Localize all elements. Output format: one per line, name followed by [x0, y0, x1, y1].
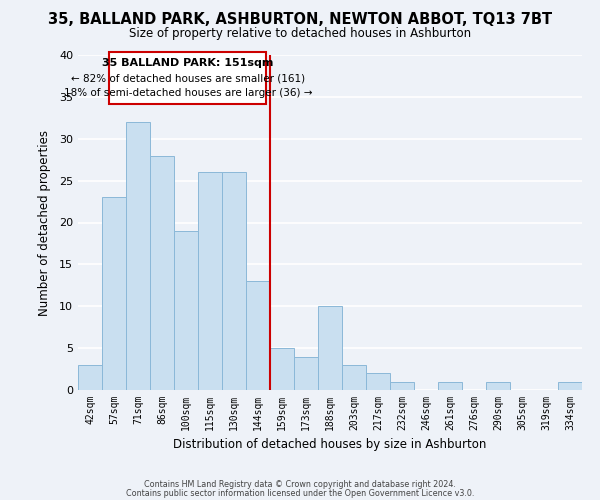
Text: 18% of semi-detached houses are larger (36) →: 18% of semi-detached houses are larger (… [64, 88, 312, 99]
Text: 35, BALLAND PARK, ASHBURTON, NEWTON ABBOT, TQ13 7BT: 35, BALLAND PARK, ASHBURTON, NEWTON ABBO… [48, 12, 552, 28]
Text: Contains HM Land Registry data © Crown copyright and database right 2024.: Contains HM Land Registry data © Crown c… [144, 480, 456, 489]
Bar [342, 365, 366, 390]
Text: Contains public sector information licensed under the Open Government Licence v3: Contains public sector information licen… [126, 489, 474, 498]
Bar [126, 122, 150, 390]
Bar [198, 172, 222, 390]
Y-axis label: Number of detached properties: Number of detached properties [38, 130, 50, 316]
Text: 35 BALLAND PARK: 151sqm: 35 BALLAND PARK: 151sqm [102, 58, 274, 68]
Bar [174, 231, 198, 390]
Bar [318, 306, 342, 390]
Bar [390, 382, 414, 390]
Bar [150, 156, 174, 390]
Bar [486, 382, 510, 390]
Text: Size of property relative to detached houses in Ashburton: Size of property relative to detached ho… [129, 28, 471, 40]
Text: ← 82% of detached houses are smaller (161): ← 82% of detached houses are smaller (16… [71, 74, 305, 84]
X-axis label: Distribution of detached houses by size in Ashburton: Distribution of detached houses by size … [173, 438, 487, 452]
Bar [294, 356, 318, 390]
Bar [558, 382, 582, 390]
Bar [78, 365, 102, 390]
Bar [366, 373, 390, 390]
Bar [438, 382, 462, 390]
Bar [246, 281, 270, 390]
Bar [222, 172, 246, 390]
Bar [270, 348, 294, 390]
FancyBboxPatch shape [109, 52, 266, 104]
Bar [102, 198, 126, 390]
